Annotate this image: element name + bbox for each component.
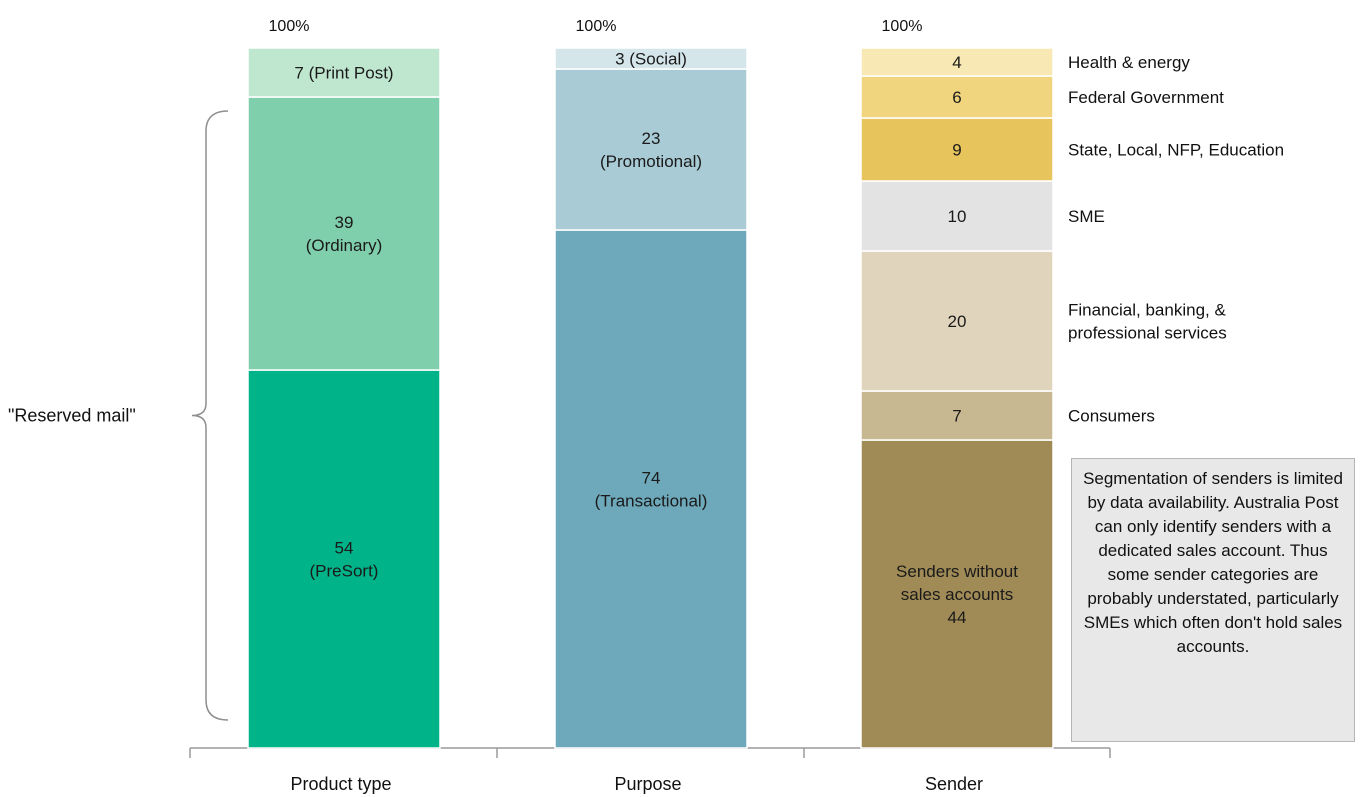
bar-segment [860,439,1054,749]
bar-segment [860,390,1054,441]
total-label: 100% [269,18,310,35]
data-label: 74 (Transactional) [595,469,708,511]
data-label: 7 [952,407,961,426]
data-label: 6 [952,88,961,107]
data-label: 4 [952,53,961,72]
bar-segment [860,117,1054,182]
bar-segment [247,369,441,749]
x-tick-label: Product type [290,774,391,794]
bar-segment [247,47,441,98]
data-label: 10 [948,207,967,226]
legend-label: Health & energy [1068,53,1190,72]
data-label: 9 [952,141,961,160]
note-box: Segmentation of senders is limited by da… [1071,458,1355,742]
bar-segment [247,96,441,371]
bar-segment [860,47,1054,77]
bar-segment [554,47,748,70]
bar-segment [554,68,748,231]
data-label: 54 (PreSort) [310,539,379,581]
bar-segment [860,180,1054,252]
bar-segment [554,229,748,749]
legend-label: Federal Government [1068,88,1224,107]
data-label: 20 [948,312,967,331]
data-label: 7 (Print Post) [294,64,393,83]
data-label: 39 (Ordinary) [306,213,383,255]
data-label: Senders without sales accounts 44 [896,562,1018,627]
reserved-mail-label: "Reserved mail" [8,406,136,426]
x-tick-label: Sender [925,774,983,794]
legend-label: SME [1068,207,1105,226]
x-tick-label: Purpose [614,774,681,794]
total-label: 100% [576,18,617,35]
bar-segment [860,75,1054,119]
data-label: 23 (Promotional) [600,129,702,171]
legend-label: State, Local, NFP, Education [1068,141,1284,160]
total-label: 100% [882,18,923,35]
reserved-mail-bracket [191,110,229,721]
legend-label: Consumers [1068,407,1155,426]
data-label: 3 (Social) [615,50,687,69]
bar-segment [860,250,1054,392]
legend-label: Financial, banking, & professional servic… [1068,301,1227,343]
